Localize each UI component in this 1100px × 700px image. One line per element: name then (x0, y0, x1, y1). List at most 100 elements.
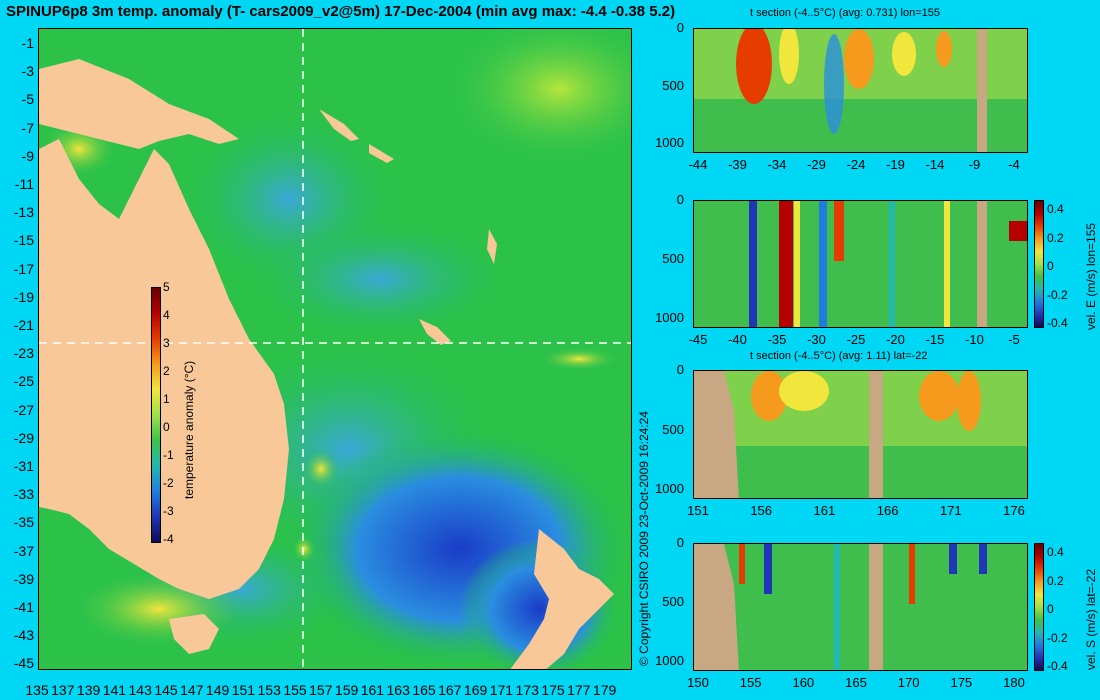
longitude-tick-label: 151 (231, 682, 256, 698)
velocity-colorbar-tick-label: -0.4 (1047, 659, 1068, 673)
velocity-east-colorbar (1034, 200, 1044, 328)
latitude-tick-label: -9 (21, 147, 34, 164)
velocity-colorbar-tick-label: -0.2 (1047, 630, 1068, 645)
longitude-tick-label: 163 (386, 682, 410, 698)
latitude-tick-label: -5 (21, 91, 34, 108)
velocity-colorbar-tick-label: 0.2 (1047, 230, 1064, 245)
latitude-tick-label: -31 (13, 458, 34, 474)
section-x-tick-label: -44 (688, 157, 708, 172)
colorbar-tick-label: 1 (163, 392, 170, 406)
section-x-tick-label: 171 (939, 503, 962, 518)
section-x-tick-label: -14 (925, 157, 945, 172)
longitude-tick-label: 173 (515, 682, 539, 698)
section-x-tick-label: 160 (792, 675, 815, 690)
section-x-tick-label: -24 (846, 157, 866, 172)
colorbar-tick-label: -3 (163, 504, 174, 518)
section-depth-tick-label: 1000 (655, 653, 684, 668)
latitude-tick-label: -23 (13, 345, 34, 362)
latitude-tick-label: -7 (21, 119, 34, 136)
longitude-tick-label: 137 (51, 682, 75, 698)
latitude-tick-label: -37 (13, 542, 34, 559)
section-x-tick-label: -40 (728, 332, 747, 347)
latitude-tick-label: -39 (13, 570, 34, 587)
longitude-tick-label: 171 (489, 682, 514, 698)
section-x-tick-label: 151 (687, 503, 709, 518)
longitude-tick-label: 165 (412, 682, 436, 698)
latitude-tick-label: -33 (13, 486, 34, 503)
longitude-tick-label: 177 (567, 682, 591, 698)
section-x-tick-label: 166 (876, 503, 899, 518)
section-x-tick-label: 156 (750, 503, 773, 518)
longitude-tick-label: 145 (154, 682, 178, 698)
latitude-tick-label: -29 (13, 429, 34, 446)
colorbar-label: temperature anomaly (°C) (182, 360, 196, 499)
section-depth-tick-label: 1000 (655, 310, 684, 325)
colorbar-tick-label: 4 (163, 308, 170, 322)
section-x-tick-label: 176 (1003, 503, 1025, 518)
section-x-tick-label: -34 (767, 157, 787, 172)
section-depth-tick-label: 0 (676, 362, 684, 377)
colorbar-tick-label: 3 (163, 336, 170, 350)
section-x-tick-label: -10 (965, 332, 984, 347)
section-x-tick-label: -35 (767, 332, 787, 347)
velocity-colorbar-tick-label: 0.2 (1047, 573, 1064, 588)
longitude-tick-label: 161 (360, 682, 385, 698)
colorbar-tick-label: 2 (163, 364, 170, 378)
longitude-tick-label: 141 (102, 682, 127, 698)
section-x-tick-label: 180 (1003, 675, 1025, 690)
section-depth-tick-label: 500 (662, 251, 684, 266)
longitude-tick-label: 157 (309, 682, 333, 698)
panel-4-velocity-south-section (693, 543, 1028, 671)
section-depth-tick-label: 1000 (655, 481, 684, 496)
section-x-tick-label: 175 (950, 675, 973, 690)
longitude-tick-label: 179 (592, 682, 617, 698)
section-x-tick-label: 165 (845, 675, 867, 690)
temperature-colorbar (151, 287, 161, 543)
section-x-tick-label: 161 (813, 503, 836, 518)
latitude-tick-label: -25 (13, 373, 34, 390)
panel-1-temperature-section-lon (693, 28, 1028, 153)
section-x-tick-label: -29 (807, 157, 826, 172)
velocity-colorbar-tick-label: -0.2 (1047, 287, 1068, 302)
section-depth-tick-label: 1000 (655, 135, 684, 150)
latitude-tick-label: -43 (13, 627, 34, 644)
longitude-tick-label: 147 (180, 682, 204, 698)
panel-4-colorbar-label: vel. S (m/s) lat=-22 (1084, 568, 1098, 670)
panel-2-colorbar-label: vel. E (m/s) lon=155 (1084, 222, 1098, 330)
section-depth-tick-label: 500 (662, 421, 684, 437)
section-x-tick-label: -30 (807, 332, 826, 347)
panel-1-title: t section (-4..5°C) (avg: 0.731) lon=155 (750, 7, 940, 19)
colorbar-tick-label: -2 (163, 476, 174, 490)
longitude-tick-label: 139 (76, 682, 101, 698)
longitude-tick-label: 143 (128, 682, 152, 698)
longitude-tick-label: 167 (438, 682, 462, 698)
latitude-tick-label: -45 (13, 655, 34, 672)
section-x-tick-label: -45 (688, 332, 708, 347)
panel-2-velocity-east-section (693, 200, 1028, 328)
section-depth-tick-label: 0 (676, 535, 684, 550)
plot-title: SPINUP6p8 3m temp. anomaly (T- cars2009_… (6, 3, 676, 20)
velocity-colorbar-tick-label: 0.4 (1047, 202, 1064, 216)
section-x-tick-label: -25 (846, 332, 866, 347)
longitude-tick-label: 159 (334, 682, 359, 698)
section-x-tick-label: -19 (886, 157, 905, 172)
section-x-tick-label: -39 (728, 157, 747, 172)
section-depth-tick-label: 0 (676, 192, 684, 207)
velocity-colorbar-tick-label: 0.4 (1047, 545, 1064, 559)
panel-3-title: t section (-4..5°C) (avg: 1.11) lat=-22 (750, 350, 928, 362)
section-depth-tick-label: 500 (662, 594, 684, 609)
section-x-tick-label: 155 (739, 675, 762, 690)
section-depth-tick-label: 500 (662, 77, 684, 93)
latitude-tick-label: -11 (14, 176, 34, 192)
colorbar-tick-label: 5 (163, 280, 170, 294)
section-x-tick-label: 170 (897, 675, 920, 690)
section-depth-tick-label: 0 (676, 20, 684, 35)
colorbar-tick-label: -1 (163, 448, 174, 462)
section-x-tick-label: -15 (925, 332, 945, 347)
section-x-tick-label: -9 (968, 157, 981, 172)
longitude-tick-label: 175 (541, 682, 565, 698)
colorbar-tick-label: -4 (163, 532, 174, 546)
colorbar-tick-label: 0 (163, 420, 170, 434)
latitude-tick-label: -3 (21, 63, 34, 80)
latitude-tick-label: -1 (21, 35, 34, 51)
